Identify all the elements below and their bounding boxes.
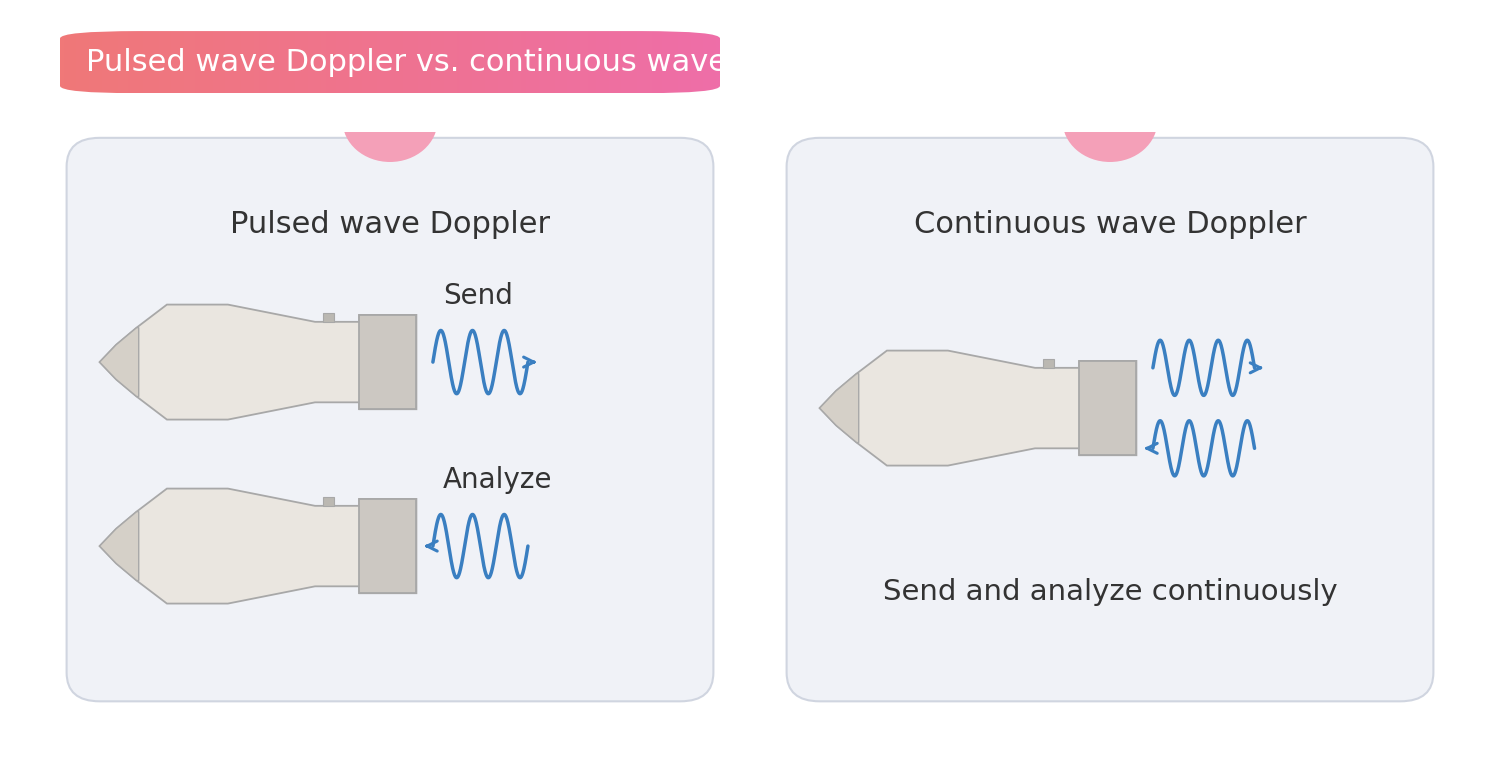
Text: B: B [1095,102,1125,140]
Text: A: A [375,102,405,140]
Polygon shape [1042,359,1054,368]
Polygon shape [322,312,334,322]
Polygon shape [360,315,417,409]
Polygon shape [99,305,417,420]
FancyBboxPatch shape [786,138,1434,702]
Text: Continuous wave Doppler: Continuous wave Doppler [914,210,1306,239]
Polygon shape [819,350,1137,465]
Polygon shape [99,489,417,604]
Circle shape [342,79,438,162]
Polygon shape [360,499,417,593]
Text: Send and analyze continuously: Send and analyze continuously [882,578,1338,606]
Polygon shape [1080,361,1137,455]
Polygon shape [99,328,138,396]
Polygon shape [819,374,858,443]
Polygon shape [322,497,334,506]
Text: Analyze: Analyze [442,466,552,494]
Text: Pulsed wave Doppler vs. continuous wave Doppler: Pulsed wave Doppler vs. continuous wave … [87,47,858,77]
Text: Pulsed wave Doppler: Pulsed wave Doppler [230,210,550,239]
Circle shape [1062,79,1158,162]
Polygon shape [99,511,138,580]
Text: Send: Send [442,282,513,310]
FancyBboxPatch shape [66,138,714,702]
